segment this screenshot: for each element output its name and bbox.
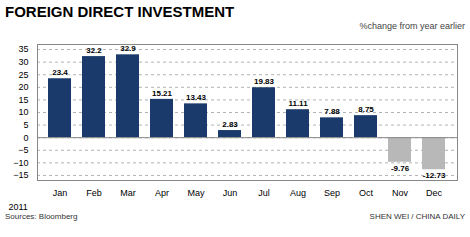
- svg-text:Mar: Mar: [120, 188, 136, 198]
- svg-text:25: 25: [18, 70, 28, 80]
- svg-text:20: 20: [18, 82, 28, 92]
- html-text:%change from year earlier: %change from year earlier: [359, 21, 465, 31]
- svg-text:May: May: [187, 188, 205, 198]
- svg-text:35: 35: [18, 44, 28, 54]
- html-text:FOREIGN DIRECT INVESTMENT: FOREIGN DIRECT INVESTMENT: [5, 3, 235, 20]
- svg-text:30: 30: [18, 57, 28, 67]
- svg-text:Jan: Jan: [53, 188, 68, 198]
- html-text:Sources: Bloomberg: Sources: Bloomberg: [5, 212, 78, 221]
- svg-text:13.43: 13.43: [186, 93, 207, 102]
- svg-text:10: 10: [18, 107, 28, 117]
- svg-text:-9.76: -9.76: [391, 164, 410, 173]
- svg-text:23.4: 23.4: [52, 68, 68, 77]
- svg-text:8.75: 8.75: [358, 105, 374, 114]
- svg-text:15: 15: [18, 95, 28, 105]
- svg-text:−10: −10: [13, 158, 28, 168]
- svg-text:Jun: Jun: [223, 188, 238, 198]
- svg-text:Oct: Oct: [359, 188, 374, 198]
- svg-text:−15: −15: [13, 170, 28, 180]
- svg-text:32.2: 32.2: [86, 46, 102, 55]
- svg-text:2.83: 2.83: [222, 120, 238, 129]
- svg-text:Sep: Sep: [324, 188, 340, 198]
- svg-text:Aug: Aug: [290, 188, 306, 198]
- html-text:SHEN WEI / CHINA DAILY: SHEN WEI / CHINA DAILY: [369, 212, 465, 221]
- svg-text:Jul: Jul: [258, 188, 270, 198]
- svg-text:2011: 2011: [9, 202, 28, 212]
- svg-text:-12.73: -12.73: [423, 171, 446, 180]
- svg-text:Feb: Feb: [86, 188, 102, 198]
- svg-text:Nov: Nov: [392, 188, 409, 198]
- svg-text:0: 0: [23, 133, 28, 143]
- svg-text:5: 5: [23, 120, 28, 130]
- svg-text:7.88: 7.88: [324, 107, 340, 116]
- svg-text:Dec: Dec: [426, 188, 443, 198]
- svg-text:32.9: 32.9: [120, 44, 136, 53]
- svg-text:19.83: 19.83: [254, 77, 275, 86]
- svg-text:11.11: 11.11: [288, 99, 308, 108]
- svg-text:15.21: 15.21: [152, 89, 173, 98]
- svg-text:Apr: Apr: [155, 188, 169, 198]
- svg-text:−5: −5: [18, 145, 28, 155]
